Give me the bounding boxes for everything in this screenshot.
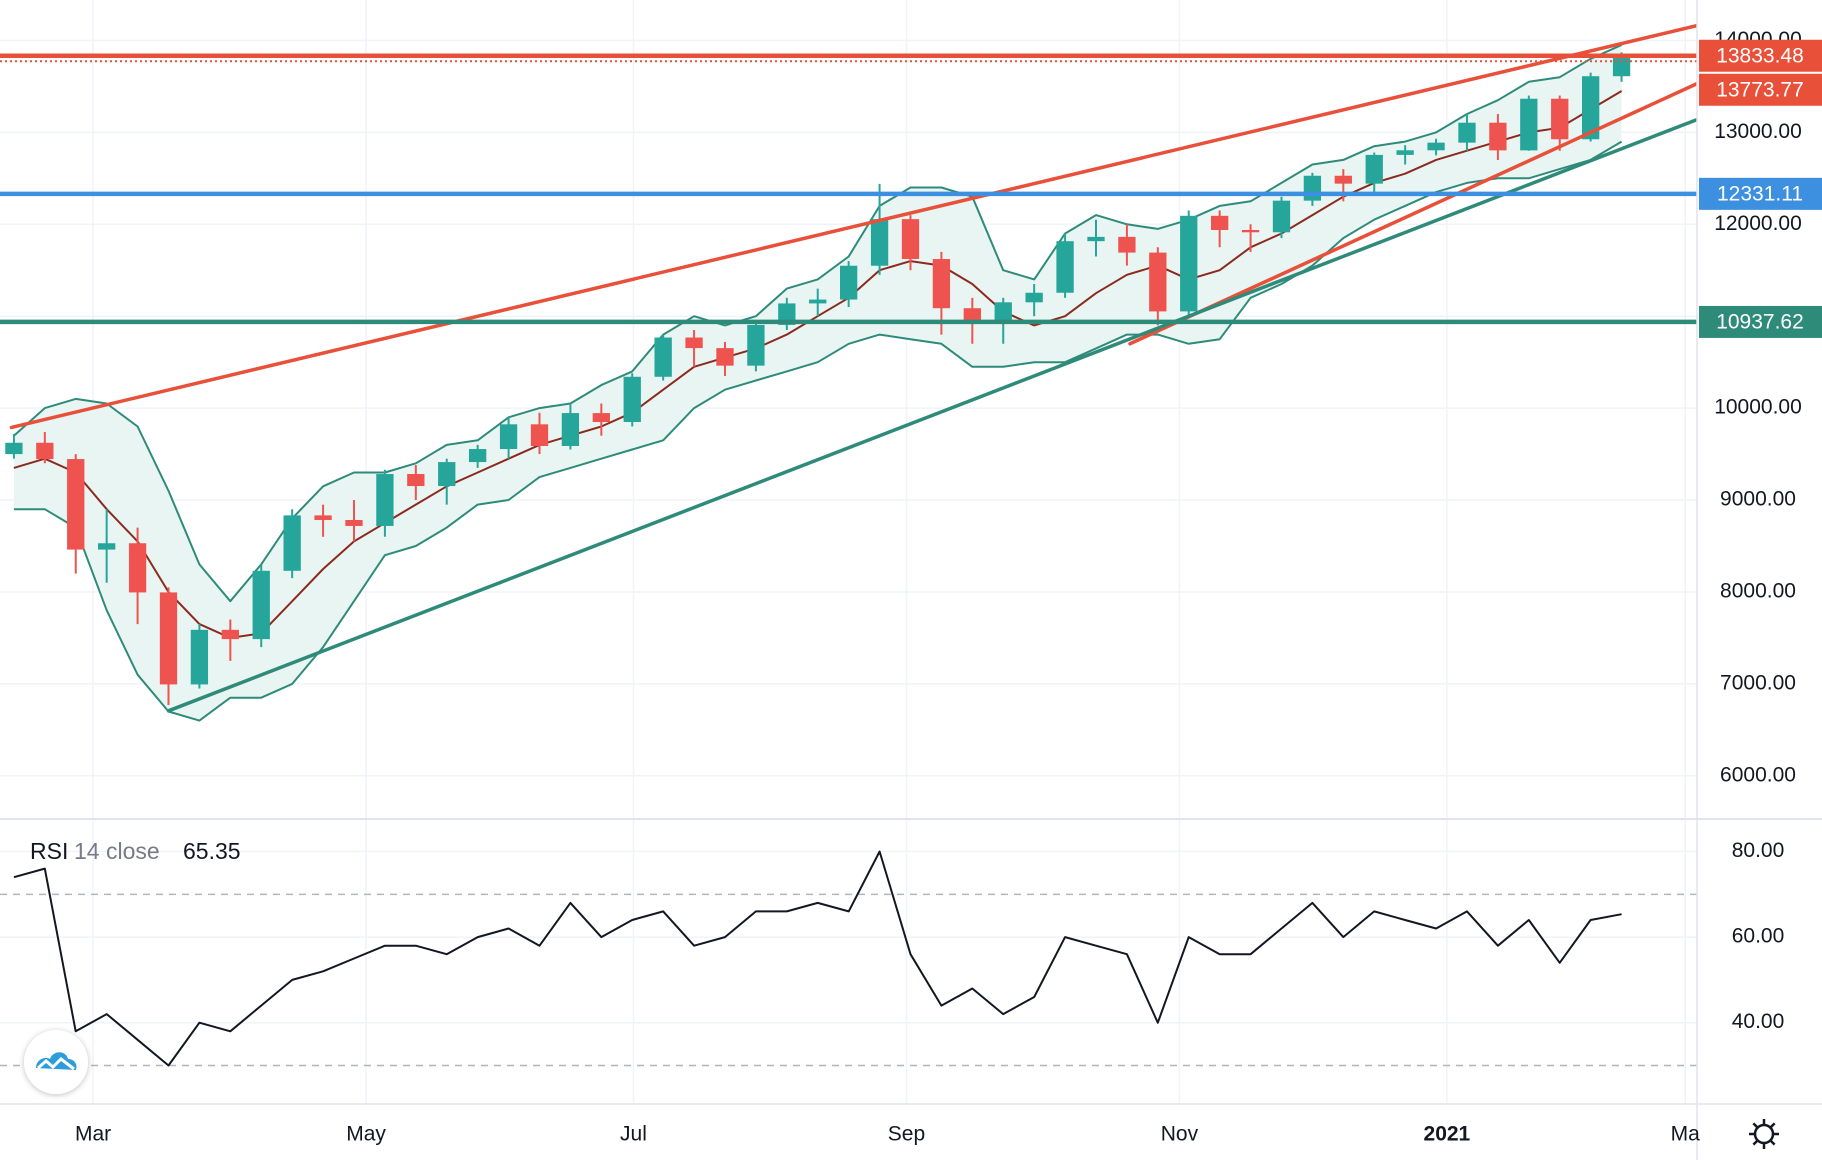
candle-body xyxy=(499,424,518,450)
x-tick-label: Mar xyxy=(75,1123,111,1146)
candle-body xyxy=(1551,98,1569,140)
candle-body xyxy=(1458,122,1476,143)
candle-body xyxy=(36,442,54,460)
candle-body xyxy=(283,515,301,571)
trend-line xyxy=(166,117,1697,713)
candle-body xyxy=(654,337,672,377)
level-label: 13833.48 xyxy=(1716,44,1804,67)
y-tick-label: 6000.00 xyxy=(1720,763,1796,786)
candle-body xyxy=(5,442,23,455)
settings-button[interactable] xyxy=(1749,1119,1779,1149)
rsi-value: 65.35 xyxy=(183,838,241,864)
candle-body xyxy=(1025,292,1043,303)
candle-body xyxy=(1427,142,1445,151)
candle-body xyxy=(128,543,147,593)
label-layer: RSI 14 close Mar May Jul Sep Nov 2021 Ma 6000.0… xyxy=(30,28,1822,1146)
bollinger-upper xyxy=(13,44,1623,603)
candle-body xyxy=(1396,150,1414,155)
candle-body xyxy=(1520,98,1538,151)
candle-body xyxy=(716,348,734,366)
level-label-box xyxy=(1699,177,1822,210)
candle-body xyxy=(963,308,981,322)
x-tick-label: Jul xyxy=(620,1123,647,1146)
y-tick-label: 13000.00 xyxy=(1714,120,1802,143)
candle-body xyxy=(1365,154,1383,184)
gear-ring xyxy=(1753,1123,1775,1145)
candle-body xyxy=(1612,55,1631,77)
rsi-params: 14 close xyxy=(74,838,160,864)
candle-body xyxy=(530,424,549,446)
candle-body xyxy=(98,543,116,550)
x-tick-label: Ma xyxy=(1671,1123,1700,1146)
candle-body xyxy=(345,519,363,526)
candle-body xyxy=(901,219,920,260)
candle-body xyxy=(1149,252,1167,312)
candle-body xyxy=(1334,175,1352,184)
candle-body xyxy=(932,259,951,309)
candle-body xyxy=(376,474,394,526)
candle-body xyxy=(870,219,889,266)
candle-body xyxy=(778,303,796,325)
y-tick-label: 9000.00 xyxy=(1720,488,1796,511)
gear-teeth xyxy=(1749,1119,1779,1149)
rsi-title: RSI xyxy=(30,838,68,864)
candle-body xyxy=(438,462,456,487)
candle-body xyxy=(839,265,858,300)
candle-body xyxy=(747,324,765,366)
candle-body xyxy=(1118,236,1136,253)
x-tick-label: Nov xyxy=(1161,1123,1199,1146)
candle-body xyxy=(67,459,85,550)
trend-line xyxy=(9,23,1697,430)
level-label-box xyxy=(1699,305,1822,338)
rsi-layer xyxy=(0,850,1697,1067)
y-tick-label: 12000.00 xyxy=(1714,212,1802,235)
candle-body xyxy=(190,629,209,685)
candle-body xyxy=(685,337,703,349)
price-layer xyxy=(0,23,1697,722)
candle-body xyxy=(623,376,641,423)
x-tick-label: Sep xyxy=(888,1123,925,1146)
logo-button[interactable] xyxy=(24,1030,88,1094)
candle-body xyxy=(809,299,827,304)
x-tick-label: May xyxy=(346,1123,386,1146)
trend-line xyxy=(1128,81,1697,346)
y-tick-label: 8000.00 xyxy=(1720,580,1796,603)
candle-body xyxy=(561,413,580,446)
candle-body xyxy=(1241,229,1260,233)
candle-body xyxy=(1180,215,1198,312)
candle-body xyxy=(1272,200,1291,233)
logo-wave xyxy=(37,1057,75,1071)
logo-cloud xyxy=(36,1052,77,1070)
level-label-box xyxy=(1699,39,1822,72)
candle-body xyxy=(221,629,239,640)
level-label: 13773.77 xyxy=(1716,78,1804,101)
candle-body xyxy=(1056,241,1074,293)
rsi-line xyxy=(13,850,1622,1067)
candle-body xyxy=(592,413,610,423)
candle-body xyxy=(159,592,178,685)
bollinger-lower xyxy=(13,140,1623,722)
level-label: 12331.11 xyxy=(1717,182,1803,205)
candle-body xyxy=(994,302,1012,322)
candle-body xyxy=(407,474,425,487)
candle-body xyxy=(252,570,270,640)
x-tick-label: 2021 xyxy=(1424,1123,1471,1146)
level-label-box xyxy=(1699,73,1822,106)
level-label: 10937.62 xyxy=(1716,310,1804,333)
candle-body xyxy=(1303,175,1322,201)
candle-body xyxy=(1489,122,1507,151)
y-tick-label: 40.00 xyxy=(1732,1010,1785,1033)
candle-body xyxy=(1581,76,1600,140)
candle-body xyxy=(469,449,487,463)
candle-body xyxy=(1210,215,1229,230)
candle-body xyxy=(1087,236,1105,242)
y-tick-label: 7000.00 xyxy=(1720,671,1796,694)
y-tick-label: 10000.00 xyxy=(1714,396,1802,419)
candle-body xyxy=(314,515,332,520)
y-tick-label: 80.00 xyxy=(1732,839,1785,862)
y-tick-label: 60.00 xyxy=(1732,925,1785,948)
